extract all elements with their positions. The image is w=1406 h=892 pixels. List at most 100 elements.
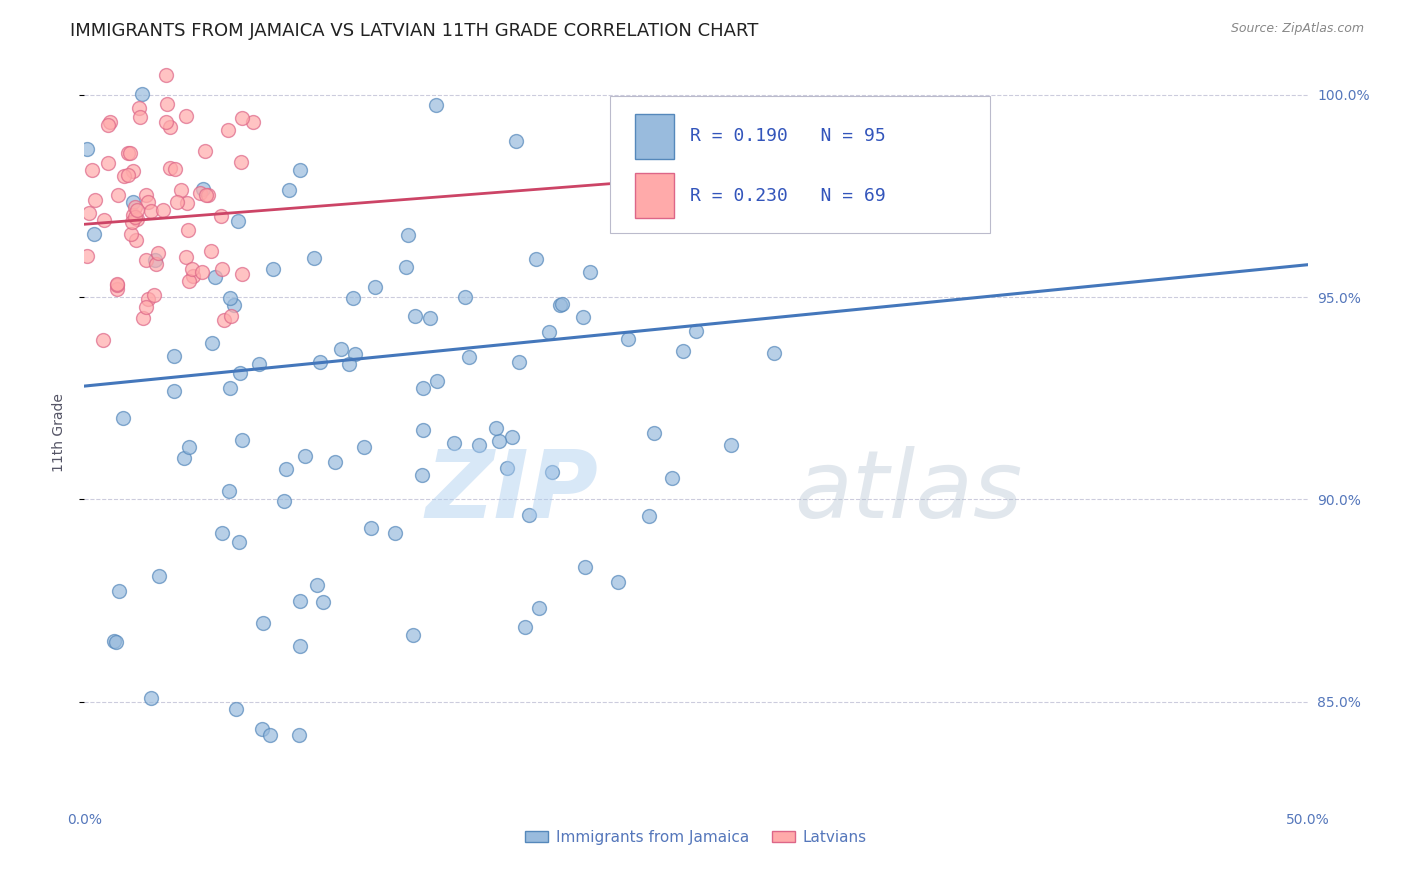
Point: [484, 421, 506, 435]
Point: [540, 465, 562, 479]
Point: [191, 265, 214, 279]
Point: [214, 312, 236, 326]
Text: Source: ZipAtlas.com: Source: ZipAtlas.com: [1230, 22, 1364, 36]
Point: [77, 206, 100, 220]
Point: [329, 342, 352, 356]
Point: [159, 161, 181, 176]
Point: [229, 155, 252, 169]
Point: [135, 188, 157, 202]
Point: [105, 282, 128, 296]
Text: ZIP: ZIP: [425, 446, 598, 538]
Point: [201, 336, 224, 351]
Point: [112, 169, 135, 183]
Point: [419, 311, 441, 326]
Point: [98, 114, 121, 128]
Point: [288, 728, 311, 742]
Point: [163, 349, 186, 363]
Point: [638, 509, 661, 524]
Point: [337, 357, 360, 371]
Point: [364, 280, 387, 294]
Point: [360, 521, 382, 535]
Point: [131, 87, 153, 102]
Point: [146, 245, 169, 260]
Point: [571, 310, 593, 325]
Point: [111, 411, 134, 425]
Point: [404, 309, 426, 323]
Point: [170, 183, 193, 197]
Point: [145, 257, 167, 271]
Point: [762, 346, 785, 360]
Point: [720, 437, 742, 451]
Point: [219, 381, 242, 395]
Point: [135, 300, 157, 314]
Point: [76, 142, 98, 156]
Point: [290, 639, 312, 653]
Point: [194, 144, 217, 158]
Point: [457, 350, 479, 364]
Point: [105, 635, 128, 649]
Point: [574, 560, 596, 574]
Point: [176, 196, 198, 211]
Point: [181, 268, 204, 283]
Point: [273, 494, 295, 508]
Point: [121, 209, 143, 223]
Point: [495, 461, 517, 475]
Point: [174, 250, 197, 264]
Point: [197, 188, 219, 202]
Point: [402, 628, 425, 642]
Point: [305, 578, 328, 592]
Point: [105, 278, 128, 293]
Point: [252, 615, 274, 630]
Point: [122, 194, 145, 209]
Point: [425, 97, 447, 112]
Point: [107, 188, 129, 202]
Point: [132, 310, 155, 325]
Point: [163, 384, 186, 398]
Point: [309, 355, 332, 369]
Point: [353, 440, 375, 454]
Point: [173, 451, 195, 466]
Point: [488, 434, 510, 448]
Point: [426, 374, 449, 388]
Point: [250, 722, 273, 736]
Point: [231, 433, 253, 447]
Point: [156, 96, 179, 111]
Point: [517, 508, 540, 522]
Point: [124, 210, 146, 224]
Point: [226, 213, 249, 227]
Point: [247, 357, 270, 371]
Point: [211, 262, 233, 277]
Point: [152, 202, 174, 217]
Point: [124, 200, 146, 214]
Point: [179, 440, 201, 454]
Point: [443, 435, 465, 450]
Point: [91, 333, 114, 347]
Point: [579, 265, 602, 279]
Point: [97, 156, 120, 170]
Point: [177, 223, 200, 237]
Point: [505, 134, 527, 148]
Point: [143, 253, 166, 268]
Point: [231, 267, 253, 281]
Point: [225, 702, 247, 716]
Y-axis label: 11th Grade: 11th Grade: [52, 393, 66, 472]
Point: [166, 194, 188, 209]
Point: [288, 163, 311, 178]
Point: [188, 186, 211, 200]
Point: [551, 296, 574, 310]
Point: [396, 227, 419, 242]
Point: [155, 68, 177, 82]
Point: [411, 468, 433, 483]
Point: [200, 244, 222, 258]
Point: [105, 277, 128, 291]
Point: [80, 163, 103, 178]
Point: [312, 594, 335, 608]
Point: [127, 212, 149, 227]
Point: [262, 262, 284, 277]
Bar: [636, 114, 673, 159]
Bar: [636, 173, 673, 218]
Point: [139, 203, 162, 218]
Point: [342, 291, 364, 305]
Point: [118, 146, 141, 161]
Point: [395, 260, 418, 275]
